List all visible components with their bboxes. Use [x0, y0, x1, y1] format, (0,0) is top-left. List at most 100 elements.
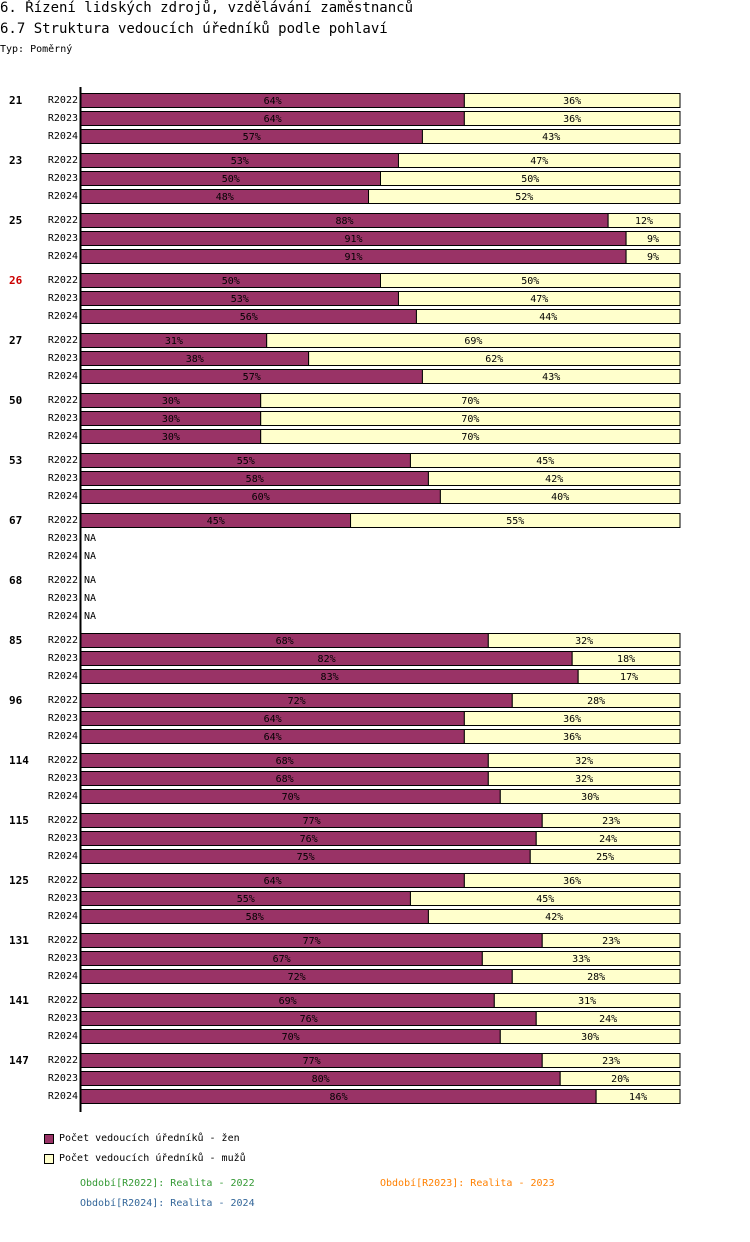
period-label: R2023 [48, 593, 78, 604]
bar-men [487, 633, 681, 648]
bar-women-value: 57% [243, 372, 261, 383]
period-label: R2024 [48, 851, 78, 862]
group-label-21: 21 [9, 94, 23, 107]
period-label: R2023 [48, 893, 78, 904]
period-label: R2024 [48, 1031, 78, 1042]
group-label-26: 26 [9, 274, 23, 287]
bar-women-value: 64% [264, 714, 282, 725]
na-label: NA [84, 551, 96, 562]
period-label: R2023 [48, 353, 78, 364]
bar-men [559, 1071, 681, 1086]
bar-women-value: 50% [222, 174, 240, 185]
bar-women-value: 77% [303, 1056, 321, 1067]
bar-men [487, 753, 681, 768]
period-label: R2024 [48, 791, 78, 802]
period-label: R2022 [48, 275, 78, 286]
bar-men-value: 36% [563, 96, 581, 107]
bar-women-value: 60% [252, 492, 270, 503]
period-label: R2023 [48, 113, 78, 124]
bar-men [260, 429, 681, 444]
group-label-114: 114 [9, 754, 29, 767]
bar-men [409, 891, 681, 906]
period-label: R2024 [48, 431, 78, 442]
bar-men-value: 45% [536, 456, 554, 467]
bar-men [260, 393, 681, 408]
bar-men-value: 31% [578, 996, 596, 1007]
bar-women-value: 64% [264, 114, 282, 125]
bar-men [481, 951, 681, 966]
bar-men [308, 351, 681, 366]
period-label: R2022 [48, 815, 78, 826]
bar-women-value: 80% [312, 1074, 330, 1085]
bar-women-value: 76% [300, 1014, 318, 1025]
period-label: R2023 [48, 173, 78, 184]
bar-women-value: 82% [318, 654, 336, 665]
bar-women-value: 72% [288, 696, 306, 707]
bar-women-value: 30% [162, 432, 180, 443]
bar-men [595, 1089, 681, 1104]
bar-women-value: 55% [237, 894, 255, 905]
bar-men [463, 711, 681, 726]
bar-men-value: 20% [611, 1074, 629, 1085]
group-label-131: 131 [9, 934, 29, 947]
bar-women-value: 70% [282, 1032, 300, 1043]
bar-men-value: 43% [542, 132, 560, 143]
bar-men-value: 70% [461, 396, 479, 407]
bar-men-value: 36% [563, 714, 581, 725]
period-label: R2023 [48, 473, 78, 484]
group-label-147: 147 [9, 1054, 29, 1067]
period-label: R2022 [48, 335, 78, 346]
bar-men-value: 36% [563, 732, 581, 743]
group-label-23: 23 [9, 154, 22, 167]
bar-men-value: 32% [575, 774, 593, 785]
bar-women-value: 83% [321, 672, 339, 683]
bar-women-value: 64% [264, 732, 282, 743]
period-label: R2024 [48, 1091, 78, 1102]
bar-men [350, 513, 681, 528]
bar-men [487, 771, 681, 786]
bar-men [625, 249, 681, 264]
period-label: R2022 [48, 215, 78, 226]
bar-men-value: 69% [464, 336, 482, 347]
bar-men [463, 729, 681, 744]
bar-men-value: 42% [545, 912, 563, 923]
bar-women-value: 68% [276, 774, 294, 785]
bar-men-value: 47% [530, 294, 548, 305]
bar-men [463, 111, 681, 126]
bar-women-value: 91% [345, 252, 363, 263]
bar-men-value: 23% [602, 1056, 620, 1067]
legend-men-label: Počet vedoucích úředníků - mužů [59, 1153, 246, 1164]
bar-women-value: 64% [264, 876, 282, 887]
period-label: R2024 [48, 311, 78, 322]
bar-men-value: 62% [485, 354, 503, 365]
bar-men-value: 30% [581, 792, 599, 803]
bar-women-value: 77% [303, 936, 321, 947]
period-label: R2024 [48, 971, 78, 982]
bar-men-value: 70% [461, 432, 479, 443]
bar-men-value: 25% [596, 852, 614, 863]
legend-women-swatch [44, 1134, 54, 1144]
period-label: R2022 [48, 875, 78, 886]
period-label: R2023 [48, 773, 78, 784]
bar-men [380, 273, 681, 288]
bar-men [535, 1011, 681, 1026]
legend-period-r2023: Období[R2023]: Realita - 2023 [380, 1178, 555, 1189]
bar-women-value: 91% [345, 234, 363, 245]
group-label-141: 141 [9, 994, 29, 1007]
bar-men-value: 44% [539, 312, 557, 323]
bar-men [577, 669, 681, 684]
period-label: R2023 [48, 533, 78, 544]
period-label: R2023 [48, 413, 78, 424]
bar-women-value: 69% [279, 996, 297, 1007]
bar-women-value: 72% [288, 972, 306, 983]
period-label: R2024 [48, 251, 78, 262]
period-label: R2022 [48, 95, 78, 106]
bar-men-value: 28% [587, 972, 605, 983]
bar-women-value: 30% [162, 414, 180, 425]
period-label: R2022 [48, 695, 78, 706]
bar-men-value: 17% [620, 672, 638, 683]
bar-men-value: 18% [617, 654, 635, 665]
bar-men-value: 50% [521, 276, 539, 287]
bar-women-value: 86% [330, 1092, 348, 1103]
stacked-bar-chart: 21 R2022 64% 36% R2023 64% 36% R2024 57% 43% 23 R20… [9, 87, 681, 1112]
